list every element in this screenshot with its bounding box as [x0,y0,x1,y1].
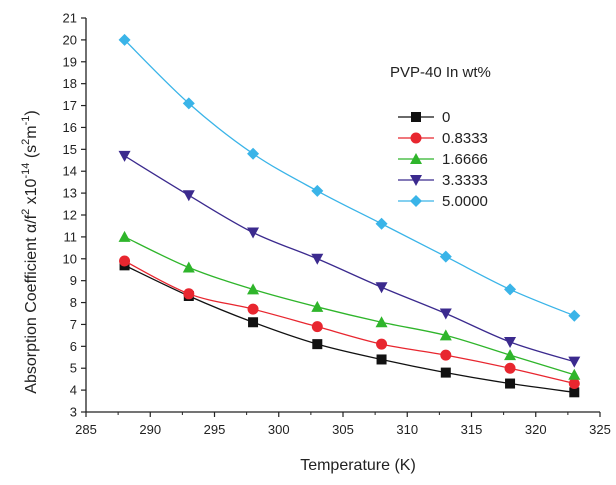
legend-label: 1.6666 [442,151,488,168]
y-tick-label: 17 [63,98,77,113]
data-point [182,97,195,110]
legend-label: 5.0000 [442,193,488,210]
data-point [375,217,388,230]
x-axis-title: Temperature (K) [300,457,416,474]
data-point [439,308,452,320]
legend-marker [410,132,422,144]
data-point [440,367,451,378]
y-tick-label: 15 [63,142,77,157]
y-tick-label: 20 [63,32,77,47]
data-point [312,339,323,350]
x-tick-label: 285 [75,422,97,437]
x-tick-label: 305 [332,422,354,437]
data-point [182,190,195,202]
data-point [568,309,581,322]
data-point [119,255,131,267]
legend-label: 3.3333 [442,172,488,189]
y-tick-label: 5 [70,361,77,376]
data-point [247,283,260,295]
x-tick-label: 315 [461,422,483,437]
x-tick-label: 320 [525,422,547,437]
series-line [124,39,575,317]
legend-entry: 1.6666 [398,151,488,168]
y-tick-label: 11 [64,229,78,244]
data-point [247,227,260,239]
legend: PVP-40 In wt% 0 0.8333 1.6666 3.3333 5.0000 [390,64,491,210]
y-tick-label: 6 [70,339,77,354]
data-point [504,283,517,296]
data-point [439,329,452,341]
series-2 [118,230,581,380]
data-point [376,354,387,365]
data-point [118,33,131,46]
y-tick-label: 7 [70,317,77,332]
y-tick-label: 3 [70,405,77,420]
legend-entry: 0 [398,109,450,126]
data-point [311,300,324,312]
series-4 [118,33,581,322]
data-point [568,368,581,380]
series-line [124,236,575,376]
legend-marker [410,153,422,164]
y-tick-label: 18 [63,76,77,91]
data-point [569,387,580,398]
legend-entry: 5.0000 [398,193,488,210]
series-line [124,264,575,393]
y-tick-label: 16 [63,120,77,135]
series-layer [118,33,581,398]
data-point [568,356,581,368]
x-tick-label: 295 [204,422,226,437]
data-point [311,253,324,265]
legend-label: 0.8333 [442,130,488,147]
y-axis-title: Absorption Coefficient α/f2 x10-14 (s2m-… [20,110,40,393]
series-1 [119,255,580,390]
series-0 [119,260,580,398]
legend-entry: 3.3333 [398,172,488,189]
data-point [247,303,259,315]
legend-marker [411,112,421,122]
data-point [247,147,260,160]
y-tick-label: 9 [70,273,77,288]
y-tick-label: 4 [70,383,77,398]
x-tick-label: 290 [139,422,161,437]
data-point [505,378,516,389]
legend-label: 0 [442,109,450,126]
axes-group: 285 290 295 300 305 310 315 320 325 3 4 5 6 7 8 9 10 11 12… [63,11,611,438]
y-tick-label: 10 [63,251,77,266]
data-point [504,336,517,348]
series-3 [118,150,581,368]
data-point [375,316,388,328]
x-tick-label: 310 [396,422,418,437]
x-tick-label: 300 [268,422,290,437]
y-tick-label: 14 [63,164,77,179]
data-point [311,321,323,333]
series-line [124,260,575,385]
x-tick-label: 325 [589,422,611,437]
legend-marker [410,175,422,186]
data-point [504,349,517,361]
data-point [182,261,195,273]
data-point [311,184,324,197]
data-point [376,338,388,350]
y-tick-label: 13 [63,186,77,201]
y-tick-label: 12 [63,208,77,223]
legend-marker [410,195,422,207]
data-point [183,288,195,300]
data-point [440,349,452,361]
y-tick-label: 19 [63,54,77,69]
data-point [118,230,131,242]
data-point [375,282,388,294]
y-tick-label: 21 [63,11,77,26]
data-point [504,362,516,374]
data-point [248,317,259,328]
y-tick-label: 8 [70,295,77,310]
data-point [118,150,131,162]
legend-entry: 0.8333 [398,130,488,147]
data-point [439,250,452,263]
data-point [568,378,580,390]
legend-title: PVP-40 In wt% [390,64,491,81]
series-line [124,155,575,363]
